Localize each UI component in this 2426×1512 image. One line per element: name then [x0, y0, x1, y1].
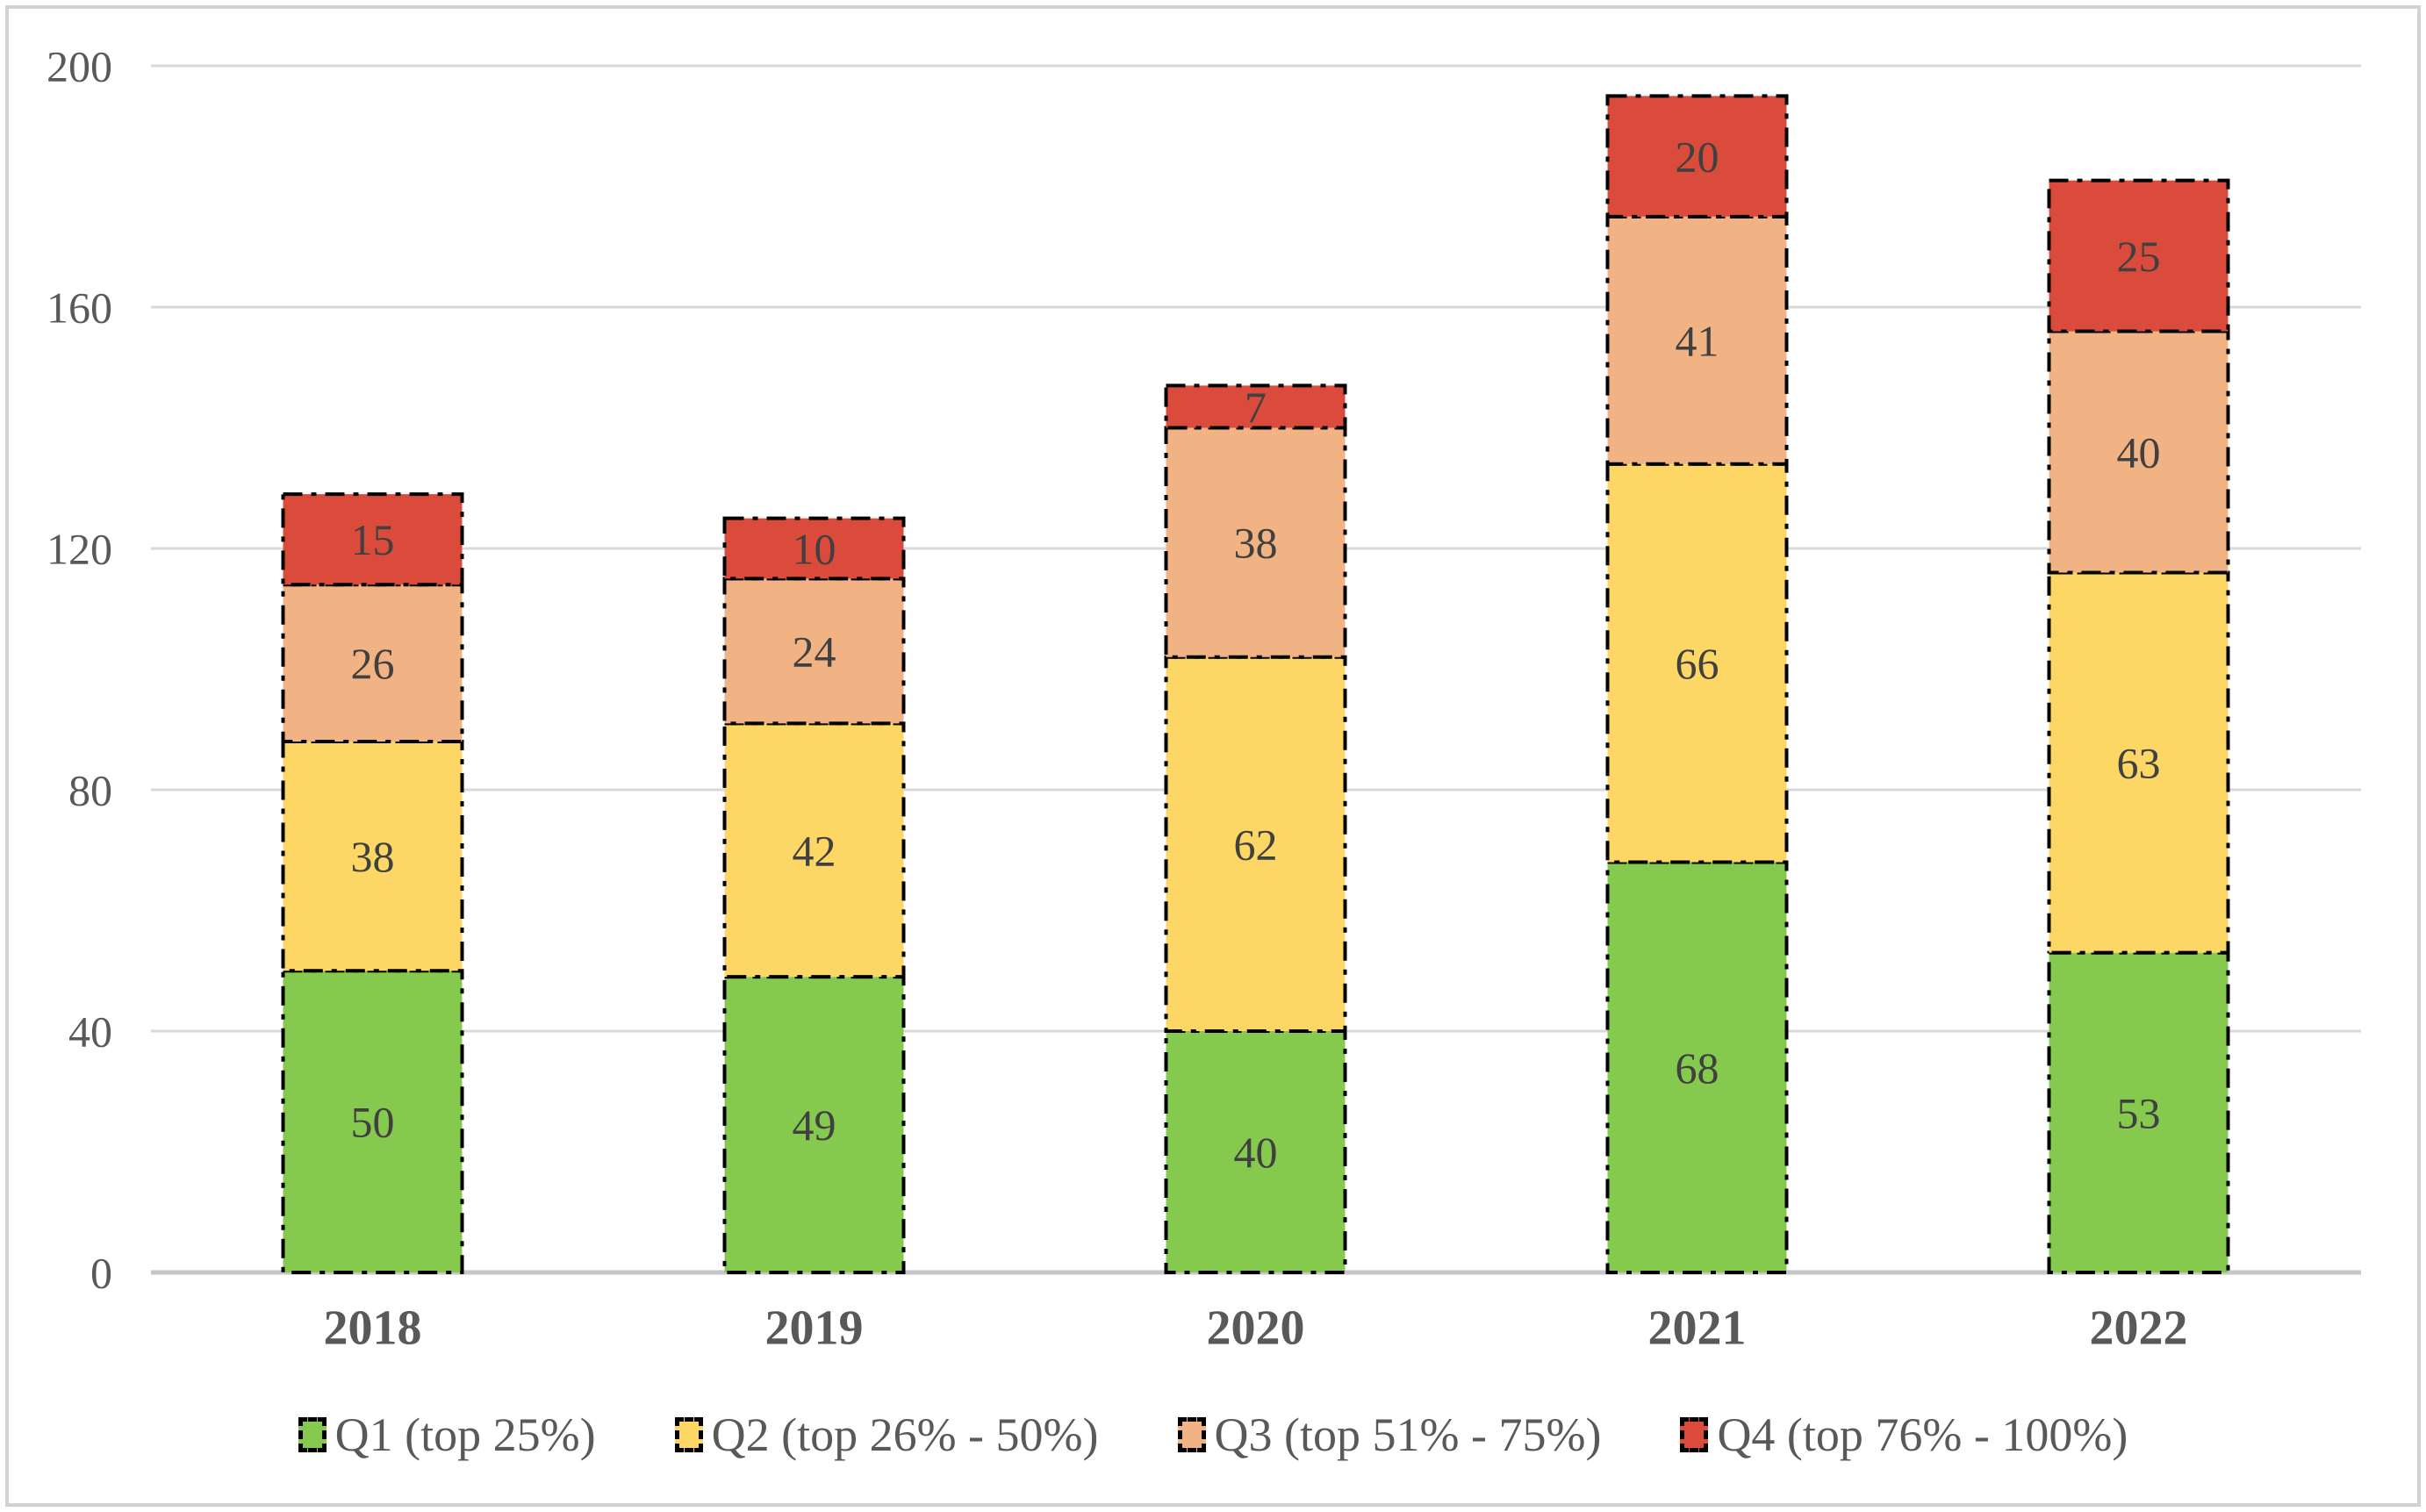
x-category-label-2022: 2022 — [2090, 1301, 2188, 1356]
bar-segment-2021-q3 — [1605, 214, 1789, 466]
chart-frame-border — [5, 5, 2421, 1507]
bar-value-label: 38 — [1234, 519, 1278, 568]
x-category-label-2020: 2020 — [1207, 1301, 1305, 1356]
legend-swatch-q4-icon — [1680, 1417, 1709, 1452]
bar-segment-2021-q2 — [1605, 462, 1789, 864]
bar-value-label: 7 — [1245, 383, 1267, 432]
legend-label-q4: Q4 (top 76% - 100%) — [1717, 1408, 2128, 1461]
bar-segment-2020-q1 — [1164, 1029, 1347, 1274]
legend-item-q1: Q1 (top 25%) — [298, 1408, 596, 1462]
legend-item-q4: Q4 (top 76% - 100%) — [1680, 1408, 2128, 1462]
bar-value-label: 40 — [2117, 428, 2161, 477]
bar-segment-2018-q1 — [281, 969, 464, 1274]
bar-value-label: 53 — [2117, 1088, 2161, 1137]
bar-segment-2020-q3 — [1164, 426, 1347, 659]
bar-segment-2022-q1 — [2047, 950, 2230, 1274]
bar-segment-2019-q2 — [722, 721, 906, 979]
x-category-label-2018: 2018 — [324, 1301, 422, 1356]
bar-value-label: 10 — [793, 525, 836, 574]
bar-value-label: 62 — [1234, 820, 1278, 869]
bar-segment-2018-q2 — [281, 740, 464, 973]
y-tick-label: 0 — [90, 1249, 112, 1298]
bar-value-label: 41 — [1676, 316, 1719, 365]
bar-value-label: 49 — [793, 1100, 836, 1150]
bar-segment-2019-q4 — [722, 516, 906, 581]
bar-segment-2022-q4 — [2047, 178, 2230, 333]
legend: Q1 (top 25%) Q2 (top 26% - 50%) Q3 (top 51… — [0, 1400, 2426, 1470]
x-category-label-2021: 2021 — [1648, 1301, 1747, 1356]
legend-swatch-q2-icon — [674, 1417, 703, 1452]
legend-item-q2: Q2 (top 26% - 50%) — [674, 1408, 1099, 1462]
legend-swatch-q3-icon — [1177, 1417, 1206, 1452]
legend-swatch-q1-icon — [298, 1417, 327, 1452]
bar-value-label: 42 — [793, 826, 836, 875]
bar-value-label: 15 — [351, 515, 395, 564]
bar-value-label: 68 — [1676, 1043, 1719, 1093]
bar-value-label: 26 — [351, 639, 395, 688]
legend-label-q2: Q2 (top 26% - 50%) — [711, 1408, 1099, 1461]
bar-value-label: 66 — [1676, 639, 1719, 688]
bar-value-label: 38 — [351, 832, 395, 881]
bar-segment-2019-q1 — [722, 975, 906, 1274]
y-tick-label: 80 — [68, 766, 112, 815]
y-tick-label: 160 — [47, 283, 112, 333]
bar-segment-2018-q4 — [281, 492, 464, 587]
bar-value-label: 40 — [1234, 1128, 1278, 1177]
bar-value-label: 25 — [2117, 232, 2161, 281]
x-category-label-2019: 2019 — [765, 1301, 864, 1356]
bar-value-label: 24 — [793, 627, 836, 676]
bar-segment-2020-q4 — [1164, 383, 1347, 430]
bar-value-label: 63 — [2117, 739, 2161, 788]
bar-value-label: 20 — [1676, 133, 1719, 182]
bar-segment-2020-q2 — [1164, 655, 1347, 1033]
bar-value-label: 50 — [351, 1098, 395, 1147]
legend-label-q1: Q1 (top 25%) — [334, 1408, 596, 1461]
bar-segment-2022-q2 — [2047, 570, 2230, 955]
legend-label-q3: Q3 (top 51% - 75%) — [1214, 1408, 1602, 1461]
y-tick-label: 120 — [47, 525, 112, 574]
bar-segment-2021-q4 — [1605, 94, 1789, 219]
legend-item-q3: Q3 (top 51% - 75%) — [1177, 1408, 1602, 1462]
y-tick-label: 200 — [47, 42, 112, 91]
y-tick-label: 40 — [68, 1007, 112, 1057]
